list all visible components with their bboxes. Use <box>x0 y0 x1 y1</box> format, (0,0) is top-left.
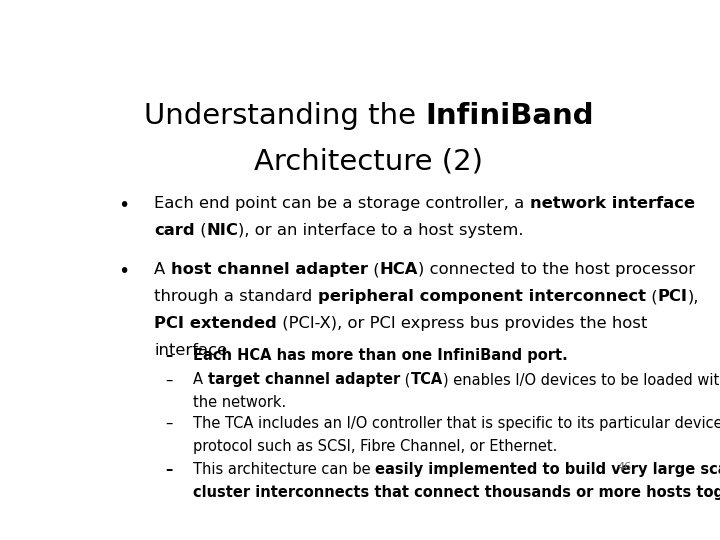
Text: –: – <box>166 462 173 477</box>
Text: (: ( <box>400 373 410 388</box>
Text: PCI extended: PCI extended <box>154 316 277 332</box>
Text: –: – <box>166 416 173 431</box>
Text: This architecture can be: This architecture can be <box>193 462 376 477</box>
Text: network interface: network interface <box>530 196 695 211</box>
Text: interface.: interface. <box>154 343 233 359</box>
Text: peripheral component interconnect: peripheral component interconnect <box>318 289 646 305</box>
Text: PCI: PCI <box>657 289 688 305</box>
Text: ),: ), <box>688 289 699 305</box>
Text: cluster interconnects that connect thousands or more hosts together.: cluster interconnects that connect thous… <box>193 485 720 500</box>
Text: The TCA includes an I/O controller that is specific to its particular device’s: The TCA includes an I/O controller that … <box>193 416 720 431</box>
Text: target channel adapter: target channel adapter <box>208 373 400 388</box>
Text: ) connected to the host processor: ) connected to the host processor <box>418 262 695 278</box>
Text: Architecture (2): Architecture (2) <box>254 148 484 176</box>
Text: (: ( <box>646 289 657 305</box>
Text: NIC: NIC <box>207 223 238 238</box>
Text: (: ( <box>195 223 207 238</box>
Text: A: A <box>193 373 208 388</box>
Text: Each HCA has more than one InfiniBand port.: Each HCA has more than one InfiniBand po… <box>193 348 568 362</box>
Text: •: • <box>118 196 129 215</box>
Text: through a standard: through a standard <box>154 289 318 305</box>
Text: protocol such as SCSI, Fibre Channel, or Ethernet.: protocol such as SCSI, Fibre Channel, or… <box>193 439 557 454</box>
Text: TCA: TCA <box>410 373 443 388</box>
Text: easily implemented to build very large scale: easily implemented to build very large s… <box>376 462 720 477</box>
Text: InfiniBand: InfiniBand <box>426 102 594 130</box>
Text: ), or an interface to a host system.: ), or an interface to a host system. <box>238 223 523 238</box>
Text: –: – <box>166 373 173 388</box>
Text: (PCI-X), or PCI express bus provides the host: (PCI-X), or PCI express bus provides the… <box>277 316 647 332</box>
Text: Each end point can be a storage controller, a: Each end point can be a storage controll… <box>154 196 530 211</box>
Text: ) enables I/O devices to be loaded within: ) enables I/O devices to be loaded withi… <box>443 373 720 388</box>
Text: 46: 46 <box>617 462 631 472</box>
Text: HCA: HCA <box>379 262 418 278</box>
Text: A: A <box>154 262 171 278</box>
Text: –: – <box>166 348 173 362</box>
Text: card: card <box>154 223 195 238</box>
Text: (: ( <box>368 262 379 278</box>
Text: the network.: the network. <box>193 395 287 410</box>
Text: host channel adapter: host channel adapter <box>171 262 368 278</box>
Text: •: • <box>118 262 129 281</box>
Text: Understanding the: Understanding the <box>144 102 426 130</box>
